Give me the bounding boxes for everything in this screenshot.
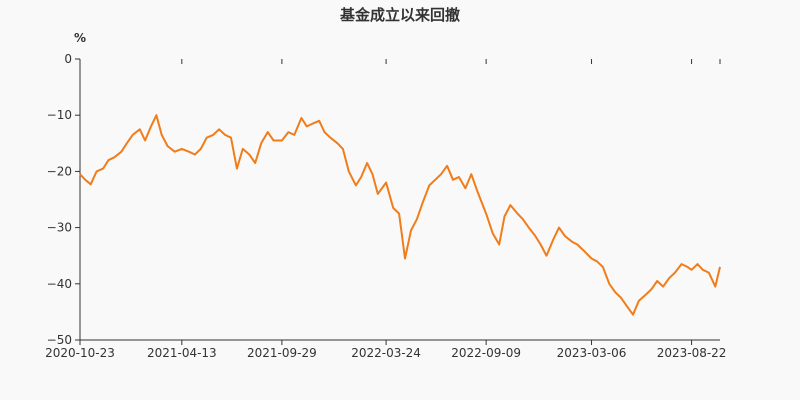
axes [79, 59, 720, 341]
x-tick-label: 2020-10-23 [45, 346, 115, 360]
y-tick-label: 0 [64, 52, 72, 66]
y-axis-unit: % [74, 31, 86, 45]
x-tick-label: 2022-09-09 [451, 346, 521, 360]
x-axis-ticks: 2020-10-23 2021-04-13 2021-09-29 2022-03-24… [45, 59, 726, 360]
x-tick-label: 2023-03-06 [557, 346, 627, 360]
series-group [79, 114, 721, 316]
x-tick-label: 2021-04-13 [147, 346, 217, 360]
drawdown-line [79, 114, 721, 316]
chart-title: 基金成立以来回撤 [339, 6, 460, 24]
x-tick-label: 2021-09-29 [247, 346, 317, 360]
y-tick-label: −30 [47, 221, 72, 235]
x-tick-label: 2023-08-22 [657, 346, 727, 360]
y-tick-label: −10 [47, 108, 72, 122]
y-tick-label: −50 [47, 333, 72, 347]
y-axis-ticks: 0 −10 −20 −30 −40 −50 [47, 52, 80, 347]
y-tick-label: −20 [47, 164, 72, 178]
x-tick-label: 2022-03-24 [351, 346, 421, 360]
y-tick-label: −40 [47, 277, 72, 291]
